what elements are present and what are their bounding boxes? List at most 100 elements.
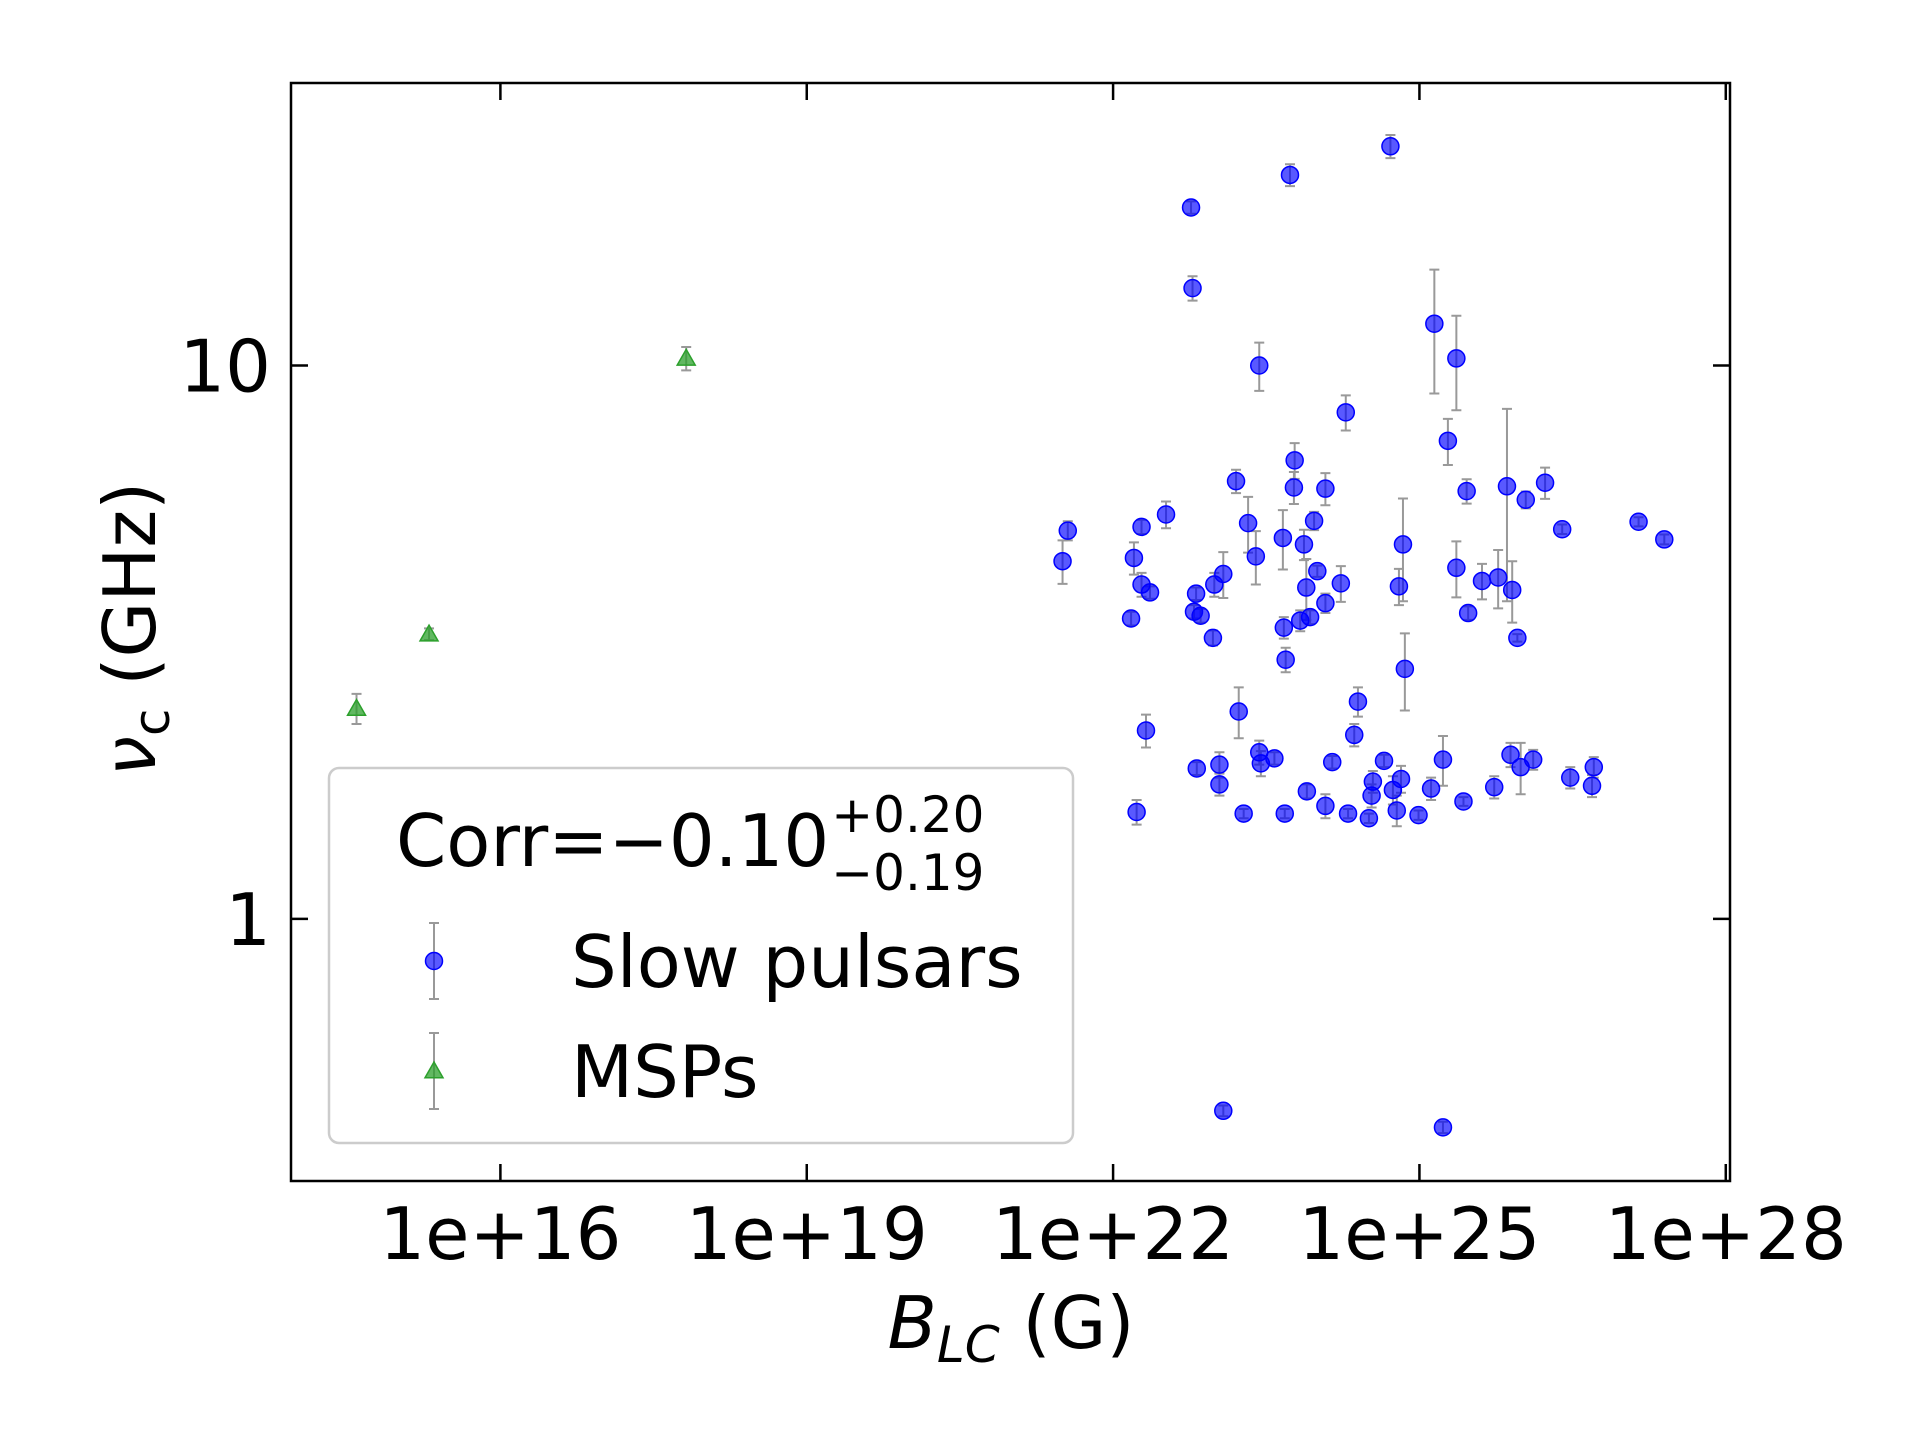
x-axis-label: BLC (G)	[887, 1281, 1134, 1374]
data-point	[346, 697, 367, 716]
data-point	[1234, 804, 1253, 823]
data-point	[1297, 782, 1317, 801]
data-point	[1186, 584, 1206, 603]
data-point	[1629, 512, 1648, 532]
data-point	[1140, 583, 1160, 602]
x-tick-label: 1e+16	[379, 1192, 621, 1276]
data-point	[1265, 749, 1284, 768]
data-point	[1433, 1118, 1453, 1137]
data-point	[1501, 745, 1520, 764]
legend-title: Corr=−0.10	[396, 799, 829, 883]
data-point	[1363, 772, 1383, 791]
data-point	[1273, 528, 1293, 548]
data-point	[1300, 607, 1320, 627]
data-point	[1238, 513, 1258, 533]
x-tick-label: 1e+22	[992, 1192, 1234, 1276]
data-point	[1297, 578, 1316, 597]
y-axis-label-space	[88, 686, 172, 709]
x-tick-label: 1e+25	[1298, 1192, 1540, 1276]
data-point	[1276, 650, 1295, 669]
data-point	[675, 347, 697, 366]
data-point	[1121, 609, 1141, 628]
data-point	[1316, 796, 1335, 816]
data-point	[1561, 768, 1580, 787]
data-point	[1187, 759, 1207, 778]
data-point	[1472, 571, 1492, 591]
data-point	[1345, 725, 1364, 745]
data-point	[1285, 451, 1304, 470]
data-point	[1156, 505, 1176, 524]
data-point	[1294, 535, 1314, 554]
data-point	[1316, 479, 1335, 498]
data-point	[1181, 198, 1201, 217]
data-point	[1304, 511, 1324, 531]
data-point	[1447, 349, 1466, 368]
y-tick-label: 1	[225, 878, 271, 962]
data-point	[1275, 804, 1295, 823]
data-point	[1316, 593, 1335, 613]
data-point	[1132, 517, 1151, 537]
data-point	[1584, 757, 1604, 777]
data-point	[1058, 521, 1078, 540]
y-axis-label-subscript: c	[123, 709, 181, 737]
legend-box	[327, 766, 1075, 1145]
data-point	[1387, 801, 1407, 820]
data-point	[1447, 558, 1466, 578]
y-axis-label: νc (GHz)	[88, 482, 181, 777]
legend-marker	[423, 1060, 445, 1079]
data-point	[1391, 769, 1411, 789]
data-point	[1183, 278, 1202, 298]
legend-label: Slow pulsars	[571, 920, 1023, 1004]
data-point	[1458, 603, 1478, 623]
data-point	[1395, 659, 1415, 679]
data-point	[1127, 802, 1146, 822]
x-axis-label-unit: (G)	[1023, 1281, 1135, 1365]
data-point	[1438, 431, 1458, 451]
data-point	[1484, 777, 1504, 797]
data-point	[1246, 547, 1266, 566]
data-point	[1229, 702, 1248, 721]
data-point	[1433, 750, 1453, 769]
data-point	[1274, 618, 1294, 637]
data-point	[1502, 580, 1522, 600]
data-point	[1381, 137, 1400, 156]
data-point	[1393, 535, 1413, 554]
data-point	[1409, 805, 1428, 825]
data-point	[1508, 628, 1527, 648]
data-point	[1308, 561, 1327, 581]
data-point	[1454, 792, 1473, 811]
data-point	[1210, 755, 1229, 774]
data-point	[1136, 721, 1156, 740]
x-axis-label-space	[1000, 1281, 1023, 1365]
legend-title-sup: +0.20	[831, 786, 984, 844]
data-point	[1552, 519, 1572, 539]
data-point	[1249, 356, 1269, 375]
data-point	[1516, 490, 1536, 510]
data-point	[1226, 471, 1246, 491]
data-point	[1191, 606, 1210, 626]
data-point	[1582, 776, 1602, 796]
data-point	[1214, 564, 1233, 584]
data-point	[1336, 403, 1356, 422]
y-axis-label-symbol: ν	[88, 736, 172, 776]
data-point	[1359, 809, 1379, 828]
data-point	[1374, 751, 1394, 771]
y-axis-label-unit: (GHz)	[88, 482, 172, 686]
data-point	[1331, 574, 1351, 593]
data-point	[1284, 478, 1304, 497]
x-tick-label: 1e+19	[686, 1192, 928, 1276]
data-point	[1203, 628, 1223, 648]
x-axis-label-symbol: B	[887, 1281, 936, 1365]
data-point	[1535, 473, 1555, 492]
data-point	[1280, 165, 1300, 185]
data-point	[1389, 577, 1409, 596]
legend-marker	[424, 951, 444, 971]
data-point	[1348, 692, 1368, 711]
data-point	[1210, 775, 1229, 794]
x-axis-label-subscript: LC	[937, 1316, 1000, 1374]
data-point	[1425, 314, 1444, 333]
data-point	[1053, 551, 1072, 571]
data-point	[1457, 481, 1476, 501]
data-point	[1421, 779, 1441, 798]
